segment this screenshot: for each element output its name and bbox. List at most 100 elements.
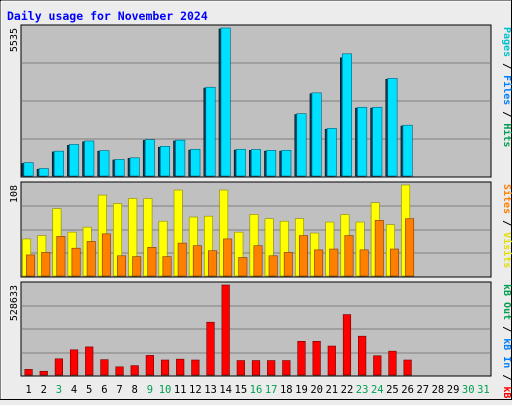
panel-hits-side-label-part: Pages	[501, 27, 512, 57]
bar-kb	[342, 314, 352, 376]
bar-hits	[296, 113, 307, 177]
bar-kb	[403, 359, 412, 376]
x-tick-label: 9	[147, 384, 153, 396]
bar-hits	[38, 168, 49, 177]
bar-sites	[26, 254, 36, 277]
panel-kbytes-side-label-sep: /	[501, 320, 512, 338]
x-tick-label: 27	[416, 384, 429, 396]
panel-hits-side-label: Pages / Files / Hits	[501, 27, 512, 147]
bar-hits	[99, 150, 110, 177]
x-tick-label: 6	[101, 384, 107, 396]
panel-kbytes-side-label: kB Out / kB In / kB F	[501, 284, 512, 400]
panel-visits-side-label-part: Sites	[501, 184, 512, 214]
bar-sites	[208, 250, 217, 277]
panel-hits-side-label-sep: /	[501, 57, 512, 75]
bar-kb	[176, 358, 185, 376]
bar-kb	[191, 359, 200, 376]
bar-sites	[132, 256, 142, 277]
bar-hits	[220, 27, 231, 177]
bar-hits	[23, 162, 34, 177]
bar-hits	[402, 124, 413, 177]
bar-hits	[160, 146, 171, 177]
bar-hits	[387, 78, 398, 177]
bar-sites	[238, 257, 248, 277]
x-tick-label: 22	[341, 384, 354, 396]
bar-kb	[100, 359, 109, 376]
bar-hits	[175, 139, 186, 177]
x-tick-label: 2	[41, 384, 47, 396]
bar-sites	[86, 241, 96, 277]
panel-kbytes-ymax-label: 528633	[9, 285, 20, 321]
bar-hits	[341, 53, 352, 177]
bar-kb	[145, 355, 154, 376]
x-tick-label: 26	[401, 384, 414, 396]
bar-hits	[53, 150, 64, 177]
x-tick-label: 19	[295, 384, 308, 396]
x-tick-label: 23	[356, 384, 369, 396]
panel-visits: 108 Sites / Visits	[9, 181, 512, 278]
bar-sites	[223, 238, 233, 277]
bar-hits	[205, 86, 216, 177]
panel-hits-side-label-part: Files	[501, 75, 512, 105]
bar-hits	[235, 148, 246, 177]
bar-kb	[39, 370, 48, 376]
x-tick-label: 11	[174, 384, 187, 396]
bar-kb	[282, 360, 291, 376]
panel-hits-side-label-part: Hits	[501, 123, 512, 147]
bar-kb	[297, 340, 306, 376]
bar-kb	[267, 360, 276, 376]
x-tick-label: 28	[432, 384, 445, 396]
bar-hits	[144, 139, 155, 177]
x-tick-label: 31	[477, 384, 490, 396]
bar-kb	[115, 366, 124, 376]
bar-hits	[357, 106, 368, 177]
bar-sites	[56, 236, 66, 277]
bar-kb	[251, 360, 261, 376]
bar-sites	[299, 235, 308, 277]
panel-hits: 5535 Pages / Files / Hits	[9, 24, 512, 178]
bar-kb	[24, 369, 33, 376]
x-tick-label: 18	[280, 384, 293, 396]
x-tick-label: 1	[25, 384, 31, 396]
bar-hits	[114, 159, 125, 177]
bar-hits	[326, 128, 337, 177]
bar-kb	[54, 358, 63, 376]
bar-sites	[359, 249, 369, 277]
x-tick-label: 7	[116, 384, 122, 396]
x-tick-label: 4	[71, 384, 77, 396]
bar-sites	[162, 256, 172, 277]
chart-title: Daily usage for November 2024	[7, 9, 208, 23]
bar-kb	[221, 284, 230, 376]
x-tick-label: 13	[204, 384, 217, 396]
bar-kb	[130, 365, 139, 376]
bar-sites	[344, 235, 354, 277]
panel-visits-side-label-sep: /	[501, 214, 512, 232]
panel-visits-side-label-part: Visits	[501, 232, 512, 268]
bar-hits	[281, 150, 292, 177]
bar-sites	[253, 245, 263, 277]
panel-visits-side-label: Sites / Visits	[501, 184, 512, 268]
x-tick-label: 17	[265, 384, 278, 396]
x-tick-label: 20	[310, 384, 323, 396]
bar-hits	[266, 150, 277, 177]
x-tick-label: 8	[132, 384, 138, 396]
bar-hits	[129, 157, 140, 177]
bar-sites	[405, 218, 415, 277]
bar-sites	[374, 220, 384, 277]
bar-sites	[192, 245, 202, 277]
x-tick-label: 10	[159, 384, 172, 396]
bar-sites	[71, 247, 81, 277]
bar-hits	[69, 144, 80, 177]
bar-sites	[147, 247, 157, 277]
x-tick-label: 15	[235, 384, 248, 396]
bar-kb	[373, 355, 382, 376]
bar-kb	[160, 359, 170, 376]
panel-kbytes-side-label-part: kB F	[501, 386, 512, 400]
x-tick-label: 21	[325, 384, 338, 396]
bar-sites	[117, 255, 127, 277]
x-tick-label: 5	[86, 384, 92, 396]
bar-sites	[268, 255, 278, 277]
